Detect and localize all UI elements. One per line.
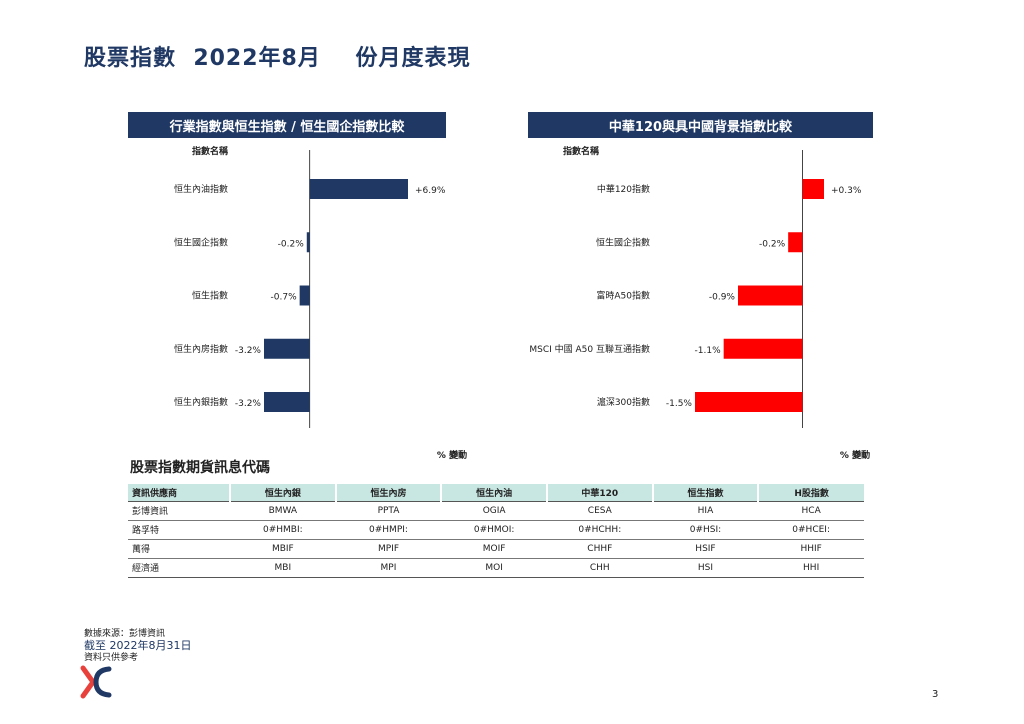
category-header: 指數名稱 — [192, 145, 228, 157]
table-header-cell: 恒生內銀 — [229, 484, 336, 501]
bar — [306, 232, 310, 253]
table-cell: 彭博資訊 — [128, 500, 230, 521]
table-header-cell: 恒生內油 — [440, 484, 547, 501]
table-cell: 0#HSI: — [652, 520, 759, 540]
as-of-date: 截至 2022年8月31日 — [84, 639, 192, 652]
table-cell: MOIF — [441, 539, 547, 559]
table-cell: MOI — [441, 558, 547, 578]
table-cell: MBI — [230, 558, 336, 578]
data-label: +6.9% — [415, 186, 446, 196]
bar — [309, 179, 408, 199]
table-cell: 0#HMOI: — [441, 520, 547, 540]
table-cell: CESA — [546, 500, 653, 521]
category-label: 富時A50指數 — [596, 290, 650, 302]
table-cell: PPTA — [335, 500, 442, 521]
left-chart-title: 行業指數與恒生指數 / 恒生國企指數比較 — [128, 112, 446, 138]
table-cell: 0#HCHH: — [546, 520, 653, 540]
data-label: -0.2% — [278, 239, 305, 249]
category-label: 恒生內油指數 — [174, 183, 228, 195]
table-row: 經濟通 MBI MPI MOI CHH HSI HHI — [128, 558, 864, 578]
table-cell: 萬得 — [128, 539, 230, 559]
table-cell: MPI — [335, 558, 442, 578]
category-label: 恒生國企指數 — [174, 236, 228, 248]
futures-table-title: 股票指數期貨訊息代碼 — [130, 460, 270, 476]
table-cell: CHH — [546, 558, 653, 578]
data-label: -3.2% — [235, 399, 262, 409]
page-title: 股票指數 2022年8月 份月度表現 — [84, 46, 471, 71]
table-cell: HSI — [652, 558, 759, 578]
table-cell: BMWA — [230, 500, 336, 521]
bar — [802, 179, 824, 199]
bar — [723, 338, 803, 359]
bar — [264, 392, 310, 412]
data-source-note: 數據來源：彭博資訊 — [84, 629, 166, 639]
bar — [264, 338, 310, 359]
data-label: -0.2% — [759, 239, 786, 249]
x-axis-label: % 變動 — [437, 449, 467, 461]
table-cell: HHIF — [758, 539, 864, 559]
table-cell: MBIF — [230, 539, 336, 559]
data-label: -1.5% — [666, 399, 693, 409]
category-header: 指數名稱 — [563, 145, 599, 157]
category-label: 恒生指數 — [192, 290, 228, 302]
data-label: -0.9% — [709, 293, 736, 303]
category-label: 恒生內房指數 — [174, 343, 228, 355]
table-header-cell: 中華120 — [545, 484, 653, 501]
table-row: 萬得 MBIF MPIF MOIF CHHF HSIF HHIF — [128, 539, 864, 559]
table-header-cell: 恒生內房 — [334, 484, 442, 501]
table-row: 路孚特 0#HMBI: 0#HMPI: 0#HMOI: 0#HCHH: 0#HS… — [128, 520, 864, 540]
category-label: 恒生內銀指數 — [174, 396, 228, 408]
category-label: 中華120指數 — [597, 183, 650, 195]
data-label: -3.2% — [235, 346, 262, 356]
table-row: 彭博資訊 BMWA PPTA OGIA CESA HIA HCA — [128, 500, 864, 521]
bar — [738, 285, 803, 306]
bar — [695, 392, 803, 412]
page-number: 3 — [932, 689, 939, 700]
table-cell: HHI — [758, 558, 864, 578]
table-cell: HCA — [758, 500, 864, 521]
data-label: +0.3% — [831, 186, 862, 196]
table-header-row: 資訊供應商 恒生內銀 恒生內房 恒生內油 中華120 恒生指數 H股指數 — [128, 484, 864, 501]
table-header-cell: 恒生指數 — [651, 484, 759, 501]
table-cell: MPIF — [335, 539, 442, 559]
table-cell: 0#HCEI: — [758, 520, 864, 540]
category-label: MSCI 中國 A50 互聯互通指數 — [529, 343, 650, 355]
table-cell: CHHF — [546, 539, 653, 559]
table-cell: 經濟通 — [128, 558, 230, 578]
bar — [788, 232, 803, 253]
table-cell: 0#HMBI: — [230, 520, 336, 540]
data-label: -0.7% — [271, 293, 298, 303]
category-label: 滬深300指數 — [597, 396, 650, 408]
table-cell: 路孚特 — [128, 520, 230, 540]
hkex-logo-icon — [80, 665, 112, 699]
table-header-cell: 資訊供應商 — [128, 484, 230, 501]
bar — [299, 285, 310, 306]
data-label: -1.1% — [695, 346, 722, 356]
right-chart-title: 中華120與具中國背景指數比較 — [528, 112, 873, 138]
x-axis-label: % 變動 — [840, 449, 870, 461]
table-cell: OGIA — [441, 500, 547, 521]
table-cell: HIA — [652, 500, 759, 521]
table-header-cell: H股指數 — [757, 484, 864, 501]
category-label: 恒生國企指數 — [596, 236, 650, 248]
futures-code-table: 資訊供應商 恒生內銀 恒生內房 恒生內油 中華120 恒生指數 H股指數 彭博資… — [128, 484, 864, 578]
reference-only-note: 資料只供參考 — [84, 653, 139, 663]
table-cell: HSIF — [652, 539, 759, 559]
table-cell: 0#HMPI: — [335, 520, 442, 540]
